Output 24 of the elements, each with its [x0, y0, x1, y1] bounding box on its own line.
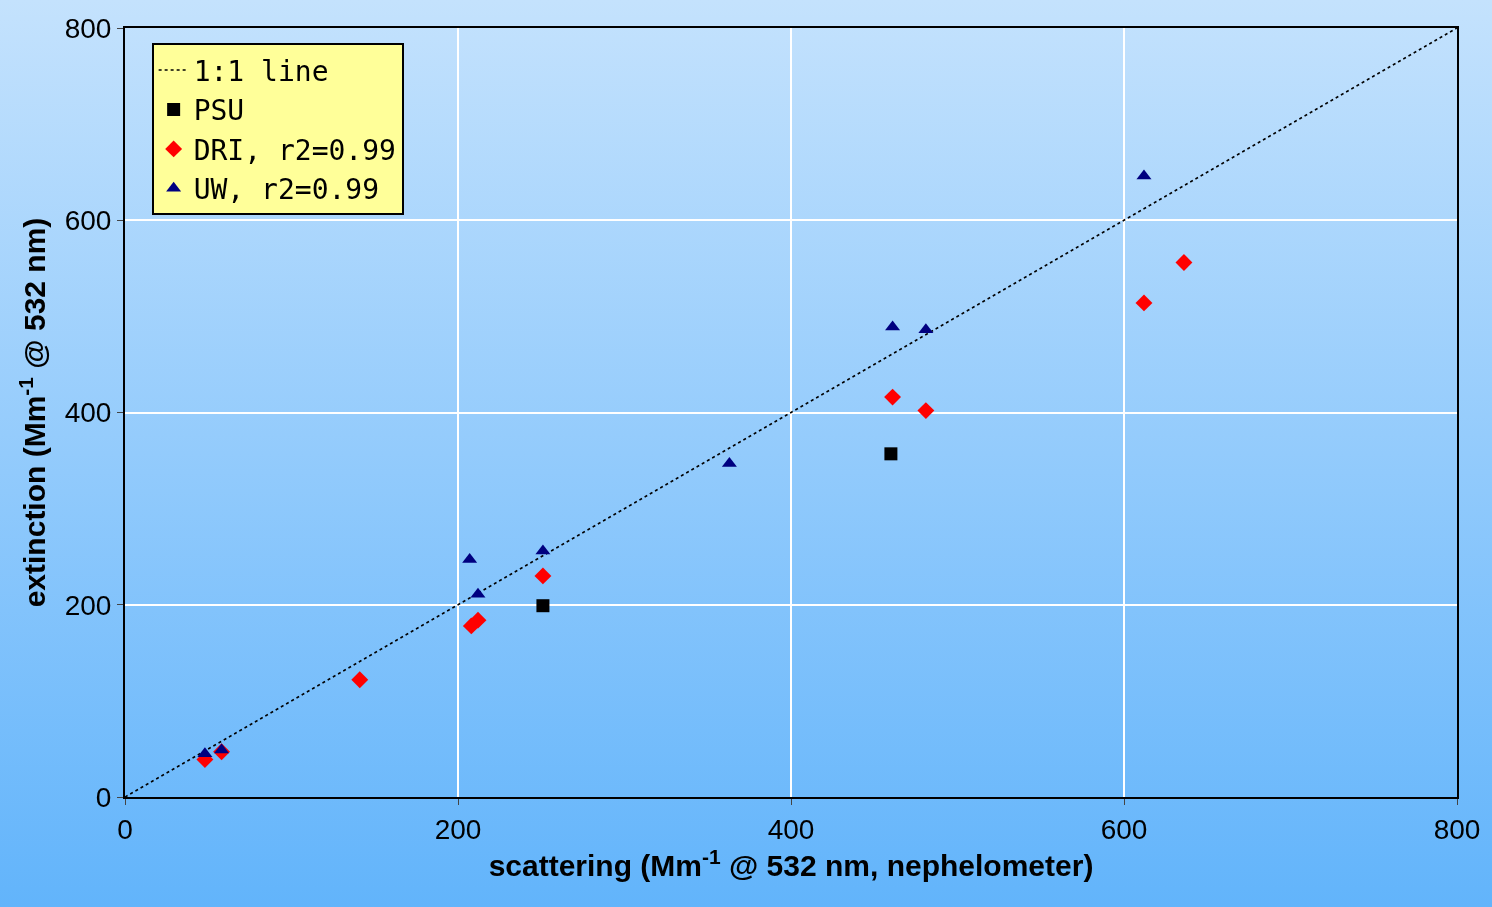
legend-label: DRI, r2=0.99 — [193, 133, 396, 167]
y-tick-label: 0 — [95, 781, 112, 813]
point — [884, 447, 898, 461]
y-tick-label: 200 — [64, 589, 112, 621]
x-tick-label: 200 — [434, 813, 482, 845]
point — [534, 567, 552, 585]
legend-label: PSU — [193, 94, 245, 128]
x-tick-label: 0 — [117, 813, 133, 845]
point — [884, 388, 902, 406]
legend-label: 1:1 line — [193, 55, 329, 88]
y-tick-label: 600 — [64, 205, 112, 237]
x-tick-label: 400 — [767, 813, 815, 845]
point — [1135, 294, 1153, 312]
y-tick-label: 800 — [64, 12, 112, 44]
x-axis-title: scattering (Mm$^{-1}$ @ 532 nm, nephelometer) — [488, 844, 1094, 883]
y-tick-label: 400 — [64, 397, 112, 429]
x-tick-label: 600 — [1100, 813, 1148, 845]
point — [536, 599, 550, 613]
legend-label: UW, r2=0.99 — [193, 173, 380, 207]
x-tick-label: 800 — [1433, 813, 1481, 845]
point — [1175, 254, 1193, 271]
point — [917, 402, 935, 420]
point — [469, 611, 487, 629]
point — [351, 671, 369, 689]
